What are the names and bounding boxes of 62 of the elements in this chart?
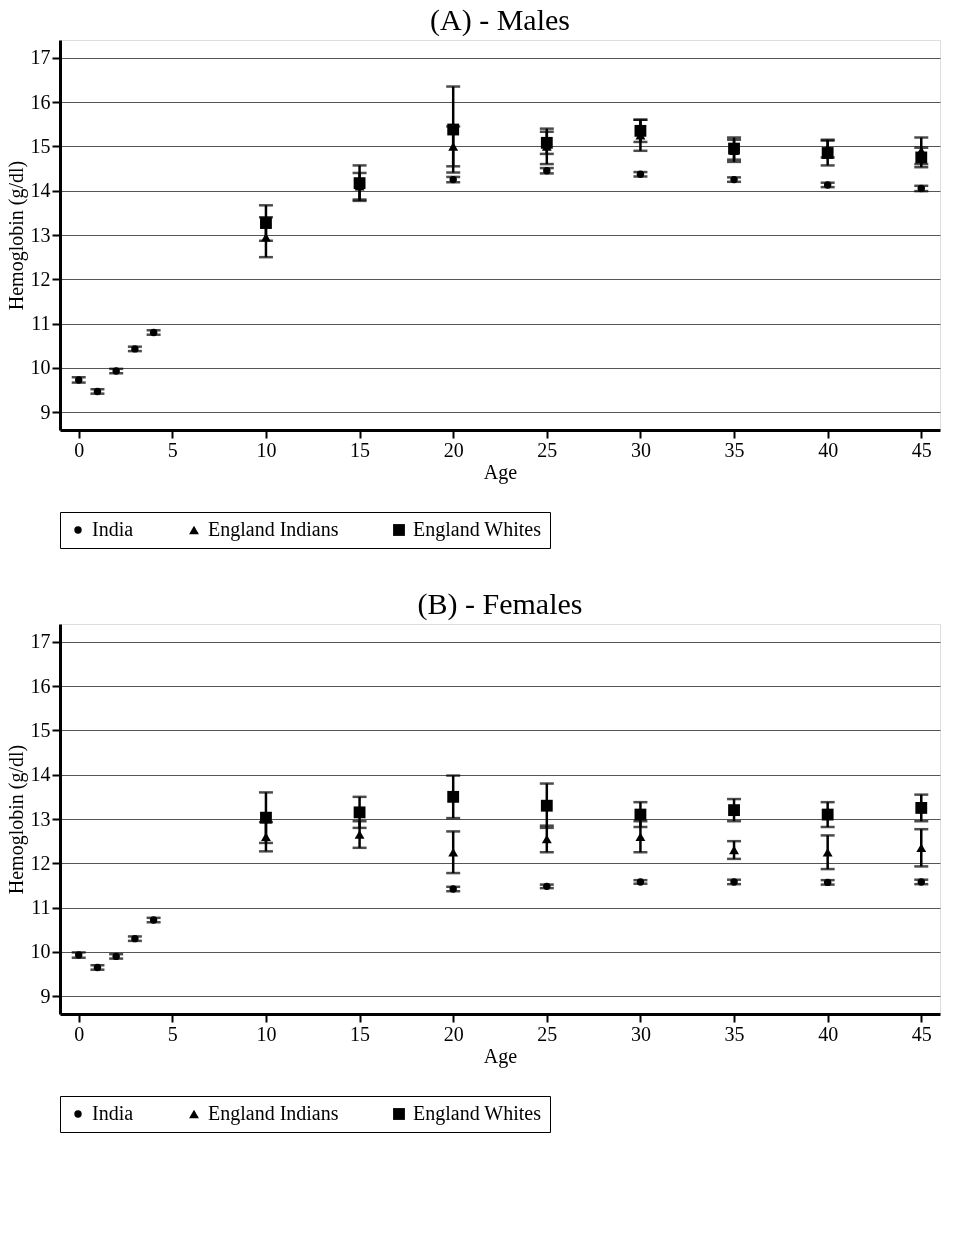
y-tick-label: 12: [30, 851, 51, 874]
y-tick-label: 9: [40, 400, 51, 423]
y-tick-label: 10: [30, 356, 51, 379]
point: [728, 804, 740, 817]
point: [447, 123, 460, 136]
y-tick-label: 17: [30, 46, 51, 69]
point: [821, 808, 834, 821]
x-tick-label: 35: [724, 1022, 745, 1045]
point: [354, 830, 365, 839]
y-axis-title: Hemoglobin (g/dl): [4, 160, 28, 311]
point: [447, 790, 460, 803]
point: [448, 142, 459, 151]
y-tick-label: 15: [30, 134, 51, 157]
x-tick-label: 30: [630, 438, 651, 461]
y-tick-label: 16: [30, 674, 51, 697]
x-tick-label: 0: [74, 438, 85, 461]
x-tick-label: 45: [911, 438, 932, 461]
y-tick-label: 15: [30, 718, 51, 741]
chart-title: (A) - Males: [430, 3, 570, 37]
legend-label: India: [92, 1102, 134, 1124]
x-tick-label: 40: [818, 1022, 839, 1045]
chart-title: (B) - Females: [417, 587, 583, 621]
y-tick-label: 13: [30, 807, 51, 830]
legend-label: India: [92, 518, 134, 540]
legend-label: England Whites: [413, 518, 542, 541]
x-tick-label: 10: [256, 438, 277, 461]
y-tick-label: 17: [30, 630, 51, 653]
x-tick-label: 5: [167, 438, 178, 461]
y-tick-label: 14: [30, 179, 51, 202]
point: [260, 811, 272, 824]
y-tick-label: 12: [30, 267, 51, 290]
x-tick-label: 30: [630, 1022, 651, 1045]
legend-label: England Indians: [208, 1102, 339, 1125]
x-tick-label: 45: [911, 1022, 932, 1045]
x-tick-label: 40: [818, 438, 839, 461]
y-tick-label: 11: [31, 896, 51, 919]
point: [540, 799, 553, 812]
x-tick-label: 5: [167, 1022, 178, 1045]
y-tick-label: 13: [30, 223, 51, 246]
x-tick-label: 35: [724, 438, 745, 461]
x-axis-title: Age: [483, 460, 518, 484]
x-tick-label: 20: [443, 438, 464, 461]
y-tick-label: 11: [31, 312, 51, 335]
legend-label: England Whites: [413, 1102, 542, 1125]
x-tick-label: 20: [443, 1022, 464, 1045]
y-axis-title: Hemoglobin (g/dl): [4, 744, 28, 895]
point: [353, 806, 366, 819]
point: [260, 217, 272, 229]
x-axis-title: Age: [483, 1044, 518, 1068]
y-tick-label: 9: [40, 984, 51, 1007]
point: [915, 802, 928, 814]
y-tick-label: 16: [30, 90, 51, 113]
point: [635, 832, 646, 841]
x-tick-label: 15: [350, 438, 371, 461]
legend-label: England Indians: [208, 518, 339, 541]
x-tick-label: 25: [537, 438, 558, 461]
x-tick-label: 15: [350, 1022, 371, 1045]
x-tick-label: 25: [537, 1022, 558, 1045]
x-tick-label: 10: [256, 1022, 277, 1045]
x-tick-label: 0: [74, 1022, 85, 1045]
y-tick-label: 10: [30, 940, 51, 963]
y-tick-label: 14: [30, 763, 51, 786]
